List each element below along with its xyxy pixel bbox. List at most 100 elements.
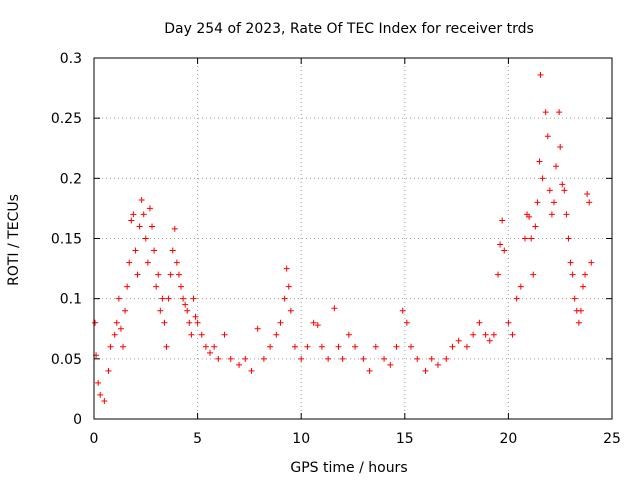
x-tick-label: 5: [193, 431, 202, 447]
data-point: [352, 343, 359, 350]
data-point: [285, 283, 292, 290]
data-point: [544, 133, 551, 140]
data-point: [159, 295, 166, 302]
data-point: [281, 295, 288, 302]
data-point: [149, 223, 156, 230]
data-point: [215, 355, 222, 362]
data-point: [513, 295, 520, 302]
data-point: [132, 247, 139, 254]
data-point: [184, 307, 191, 314]
chart-title: Day 254 of 2023, Rate Of TEC Index for r…: [164, 21, 534, 37]
data-point: [486, 337, 493, 344]
data-point: [546, 187, 553, 194]
data-point: [548, 211, 555, 218]
data-point: [482, 331, 489, 338]
data-point: [126, 259, 133, 266]
data-point: [443, 355, 450, 362]
data-point: [575, 319, 582, 326]
data-point: [534, 199, 541, 206]
data-point: [211, 343, 218, 350]
y-tick-label: 0: [73, 412, 82, 428]
data-point: [130, 211, 137, 218]
data-point: [144, 259, 151, 266]
data-point: [92, 319, 99, 326]
data-point: [372, 343, 379, 350]
y-tick-label: 0.2: [60, 171, 82, 187]
data-point: [178, 283, 185, 290]
data-point: [579, 283, 586, 290]
data-point: [140, 211, 147, 218]
data-point: [530, 271, 537, 278]
data-point: [505, 319, 512, 326]
data-point: [157, 307, 164, 314]
data-point: [227, 355, 234, 362]
data-point: [393, 343, 400, 350]
data-point: [509, 331, 516, 338]
data-point: [128, 217, 135, 224]
data-point: [542, 109, 549, 116]
data-point: [408, 343, 415, 350]
data-point: [561, 187, 568, 194]
data-point: [559, 181, 566, 188]
data-point: [165, 295, 172, 302]
data-point: [434, 361, 441, 368]
data-point: [291, 343, 298, 350]
data-point: [414, 355, 421, 362]
y-tick-label: 0.3: [60, 51, 82, 67]
data-point: [267, 343, 274, 350]
data-point: [470, 331, 477, 338]
data-point: [476, 319, 483, 326]
data-point: [588, 259, 595, 266]
data-point: [221, 331, 228, 338]
y-tick-label: 0.1: [60, 292, 82, 308]
data-point: [153, 283, 160, 290]
y-tick-label: 0.15: [51, 232, 82, 248]
data-point: [194, 319, 201, 326]
data-point: [582, 271, 589, 278]
data-point: [449, 343, 456, 350]
data-point: [190, 295, 197, 302]
data-point: [277, 319, 284, 326]
data-point: [403, 319, 410, 326]
x-tick-label: 15: [396, 431, 414, 447]
data-point: [283, 265, 290, 272]
data-points: [92, 71, 595, 404]
data-point: [115, 295, 122, 302]
data-point: [563, 211, 570, 218]
data-point: [167, 271, 174, 278]
y-tick-label: 0.25: [51, 111, 82, 127]
data-point: [537, 71, 544, 78]
data-point: [557, 144, 564, 151]
data-point: [155, 271, 162, 278]
x-tick-label: 20: [499, 431, 517, 447]
data-point: [175, 271, 182, 278]
data-point: [463, 343, 470, 350]
data-point: [287, 307, 294, 314]
data-point: [192, 313, 199, 320]
data-point: [539, 175, 546, 182]
data-point: [198, 331, 205, 338]
data-point: [202, 343, 209, 350]
data-point: [101, 397, 108, 404]
data-point: [399, 307, 406, 314]
x-tick-label: 10: [292, 431, 310, 447]
data-point: [571, 295, 578, 302]
data-point: [517, 283, 524, 290]
data-point: [161, 319, 168, 326]
data-point: [501, 247, 508, 254]
data-point: [107, 343, 114, 350]
data-point: [138, 196, 145, 203]
data-point: [105, 367, 112, 374]
data-point: [304, 343, 311, 350]
data-point: [242, 355, 249, 362]
x-tick-label: 25: [603, 431, 621, 447]
data-point: [586, 199, 593, 206]
data-point: [97, 391, 104, 398]
data-point: [495, 271, 502, 278]
data-point: [569, 271, 576, 278]
data-point: [526, 213, 533, 220]
x-axis-label: GPS time / hours: [290, 460, 407, 476]
data-point: [207, 349, 214, 356]
data-point: [553, 163, 560, 170]
